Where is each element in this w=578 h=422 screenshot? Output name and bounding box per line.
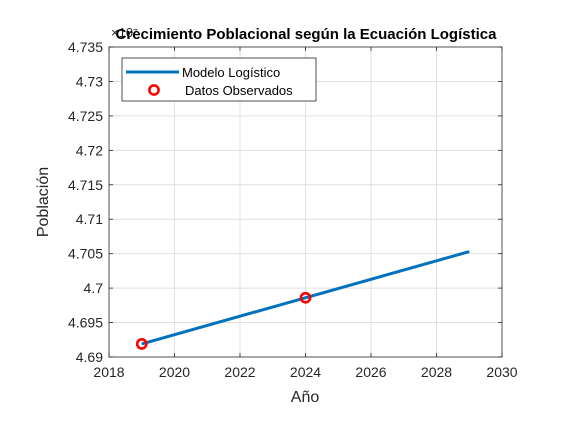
y-tick-label: 4.7 bbox=[84, 280, 104, 296]
series-layer bbox=[135, 250, 470, 350]
y-exponent-label: ×10⁷ bbox=[111, 25, 138, 40]
y-axis-ticks: 4.69 4.695 4.7 4.705 4.71 4.715 4.72 4.725 4.73 4… bbox=[68, 39, 502, 365]
x-axis-ticks: 2018 2020 2022 2024 2026 2028 2030 bbox=[93, 47, 518, 380]
y-tick-label: 4.735 bbox=[68, 39, 103, 55]
y-tick-label: 4.695 bbox=[68, 315, 103, 331]
y-tick-label: 4.69 bbox=[76, 349, 103, 365]
chart-title: Crecimiento Poblacional según la Ecuació… bbox=[116, 26, 498, 43]
x-tick-label: 2018 bbox=[93, 364, 124, 380]
x-tick-label: 2026 bbox=[355, 364, 386, 380]
legend-label-observed: Datos Observados bbox=[185, 83, 293, 98]
y-axis-label: Población bbox=[35, 167, 52, 237]
legend: Modelo Logístico Datos Observados bbox=[121, 57, 317, 102]
x-tick-label: 2030 bbox=[486, 364, 517, 380]
y-tick-label: 4.73 bbox=[76, 73, 103, 89]
x-axis-label: Año bbox=[291, 389, 320, 406]
legend-marker-swatch bbox=[148, 84, 160, 96]
x-tick-label: 2022 bbox=[224, 364, 255, 380]
legend-label-model: Modelo Logístico bbox=[182, 65, 280, 80]
x-tick-label: 2020 bbox=[159, 364, 190, 380]
y-tick-label: 4.725 bbox=[68, 108, 103, 124]
x-tick-label: 2024 bbox=[290, 364, 321, 380]
y-tick-label: 4.715 bbox=[68, 177, 103, 193]
data-point-observed bbox=[299, 291, 312, 304]
series-line-modelo-logistico bbox=[141, 250, 470, 346]
y-tick-label: 4.72 bbox=[76, 142, 103, 158]
y-tick-label: 4.71 bbox=[76, 211, 103, 227]
y-tick-label: 4.705 bbox=[68, 246, 103, 262]
x-tick-label: 2028 bbox=[421, 364, 452, 380]
data-point-observed bbox=[135, 338, 148, 350]
